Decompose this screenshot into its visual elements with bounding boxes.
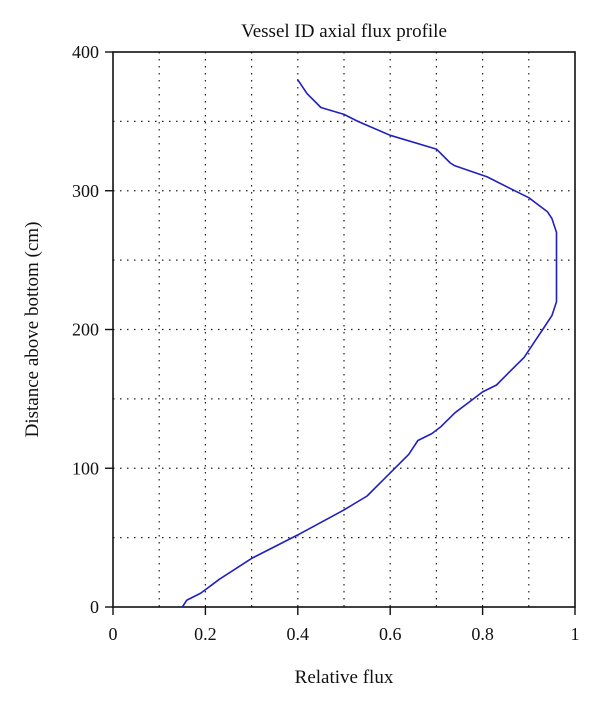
x-tick-label: 0.2 [194, 624, 217, 644]
x-tick-label: 0 [109, 624, 118, 644]
x-tick-label: 0.4 [287, 624, 310, 644]
y-tick-label: 400 [72, 42, 99, 62]
y-axis-title: Distance above bottom (cm) [22, 222, 43, 438]
x-tick-label: 0.8 [471, 624, 494, 644]
tick-labels: 0 0.2 0.4 0.6 0.8 1 0 100 200 300 400 [72, 42, 580, 644]
grid-lines [113, 52, 575, 607]
chart-title: Vessel ID axial flux profile [241, 21, 447, 42]
x-tick-label: 0.6 [379, 624, 402, 644]
series-group [181, 79, 558, 608]
y-tick-label: 200 [72, 320, 99, 340]
y-tick-label: 0 [90, 597, 99, 617]
axis-ticks [105, 51, 576, 615]
y-tick-label: 300 [72, 181, 99, 201]
x-tick-label: 1 [571, 624, 580, 644]
series-line [181, 79, 558, 608]
y-tick-label: 100 [72, 458, 99, 478]
x-axis-title: Relative flux [295, 667, 394, 688]
